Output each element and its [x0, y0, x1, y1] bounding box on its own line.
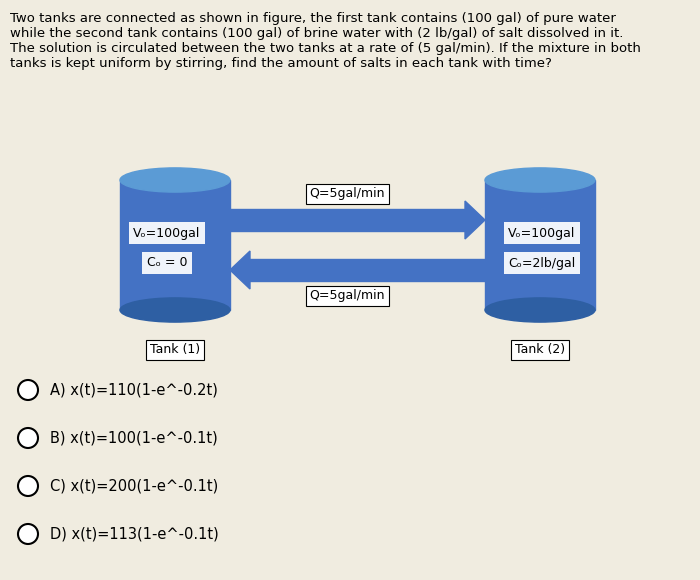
Text: Q=5gal/min: Q=5gal/min: [309, 187, 385, 201]
Circle shape: [18, 428, 38, 448]
Text: Tank (2): Tank (2): [515, 343, 565, 357]
Text: A) x(t)=110(1-e^-0.2t): A) x(t)=110(1-e^-0.2t): [50, 382, 218, 397]
Polygon shape: [465, 201, 485, 239]
Bar: [230, 209, 467, 231]
Ellipse shape: [485, 168, 595, 192]
Text: B) x(t)=100(1-e^-0.1t): B) x(t)=100(1-e^-0.1t): [50, 430, 218, 445]
Bar: [120, 180, 230, 310]
Text: Q=5gal/min: Q=5gal/min: [309, 289, 385, 303]
Polygon shape: [230, 251, 250, 289]
Text: Two tanks are connected as shown in figure, the first tank contains (100 gal) of: Two tanks are connected as shown in figu…: [10, 12, 641, 70]
Text: Vₒ=100gal: Vₒ=100gal: [508, 227, 575, 240]
Bar: [485, 180, 595, 310]
Text: Cₒ=2lb/gal: Cₒ=2lb/gal: [508, 256, 575, 270]
Circle shape: [18, 524, 38, 544]
Ellipse shape: [485, 298, 595, 322]
Text: C) x(t)=200(1-e^-0.1t): C) x(t)=200(1-e^-0.1t): [50, 478, 218, 494]
Text: Cₒ = 0: Cₒ = 0: [147, 256, 188, 270]
Text: Tank (1): Tank (1): [150, 343, 200, 357]
Circle shape: [18, 476, 38, 496]
Ellipse shape: [120, 298, 230, 322]
Circle shape: [18, 380, 38, 400]
Bar: [248, 259, 485, 281]
Text: Vₒ=100gal: Vₒ=100gal: [133, 227, 201, 240]
Ellipse shape: [120, 168, 230, 192]
Text: D) x(t)=113(1-e^-0.1t): D) x(t)=113(1-e^-0.1t): [50, 527, 218, 542]
